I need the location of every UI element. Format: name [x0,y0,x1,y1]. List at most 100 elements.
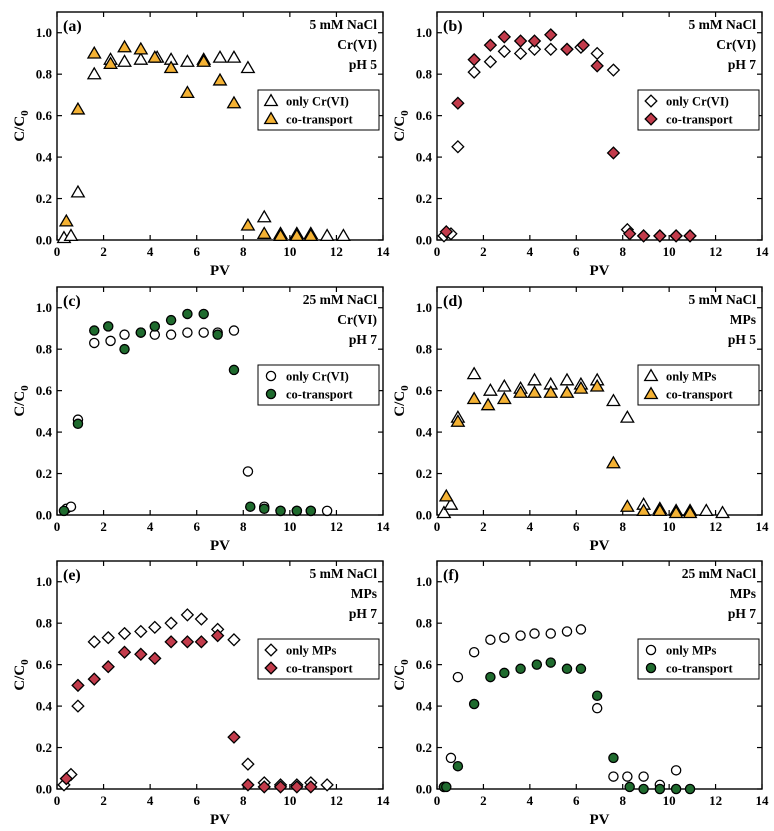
data-point [638,783,649,795]
y-axis-label: C/C0 [392,659,411,691]
x-tick-label: 4 [147,793,154,808]
data-point [242,466,254,477]
data-point [499,632,510,643]
data-point [164,635,178,649]
series-2 [58,39,319,242]
x-tick-label: 10 [283,519,296,534]
data-point [149,321,161,332]
legend-label: co-transport [286,113,353,127]
data-point [590,59,604,73]
legend-label: co-transport [286,388,353,402]
x-axis-label: PV [590,538,610,554]
data-point [134,624,148,639]
condition-label: MPs [351,586,377,601]
y-tick-label: 0.0 [416,508,432,523]
condition-label: pH 7 [728,606,756,621]
data-point [485,634,496,646]
data-point [485,671,496,683]
legend: only MPs co-transport [637,364,760,406]
legend-box [257,638,380,680]
data-point [497,30,512,44]
data-point [527,34,542,48]
data-point [497,44,512,59]
y-tick-label: 0.6 [416,657,433,672]
y-tick-label: 0.6 [36,657,53,672]
data-point [86,66,102,80]
y-tick-label: 1.0 [36,300,52,315]
data-point [575,663,587,675]
legend-label: only Cr(VI) [666,95,729,109]
data-point [545,657,557,668]
legend: only MPs co-transport [257,638,380,680]
x-tick-label: 0 [54,793,61,808]
data-point [335,228,351,242]
x-tick-label: 12 [330,244,343,259]
y-axis-label-subscript: 0 [19,110,31,116]
x-axis-label: PV [210,263,230,279]
y-tick-label: 0.6 [416,108,433,123]
data-point [303,228,319,242]
data-point [513,46,528,61]
y-tick-label: 0.0 [416,782,432,797]
data-point [240,217,256,231]
y-tick-label: 0.6 [36,108,53,123]
data-point [589,378,605,392]
data-point [194,612,209,626]
y-tick-label: 0.0 [416,233,432,248]
x-tick-label: 2 [480,244,487,259]
data-point [483,55,498,69]
legend-box [637,364,760,406]
y-tick-label: 0.4 [36,699,53,714]
data-point [241,778,255,792]
legend-box [257,89,380,131]
data-point [576,38,590,52]
y-tick-label: 0.6 [36,383,53,398]
data-point [165,314,177,326]
legend: only MPs co-transport [637,638,760,680]
y-tick-label: 0.2 [416,191,432,206]
x-tick-label: 6 [193,793,200,808]
x-tick-label: 10 [283,793,296,808]
data-point [256,209,272,223]
y-tick-label: 1.0 [416,25,432,40]
data-point [591,690,603,701]
legend-marker [265,388,277,400]
y-axis-label: C/C0 [12,385,31,417]
data-point [305,505,317,517]
data-point [148,651,162,666]
data-point [445,752,457,764]
legend-label: co-transport [666,662,733,676]
data-point [575,624,587,635]
data-point [622,227,637,241]
x-tick-label: 12 [709,244,722,259]
y-tick-label: 0.8 [36,67,53,82]
y-axis-label: C/C0 [392,110,411,142]
x-tick-label: 6 [573,793,580,808]
data-point [624,781,635,793]
chart-panel-3: 0 2 4 6 8 10 12 14 0.0 0.2 0.4 0.6 0.8 1.0 PV C/C0 (c) 25… [12,286,390,554]
data-point [180,635,195,649]
x-tick-label: 12 [330,793,343,808]
data-point [117,626,132,641]
y-axis-label-subscript: 0 [399,385,411,391]
data-point [670,783,682,795]
data-point [256,226,272,239]
data-point [480,397,496,411]
data-point [638,771,649,782]
data-point [451,96,465,110]
data-point [483,38,498,52]
legend-marker [644,94,658,108]
data-point [72,418,84,430]
legend-marker [263,93,279,107]
legend-label: only Cr(VI) [286,370,349,384]
condition-label: Cr(VI) [337,312,377,327]
data-point [258,503,270,515]
data-point [117,645,132,659]
data-point [606,63,621,77]
data-point [273,780,288,794]
series-2 [438,657,696,795]
y-tick-label: 1.0 [416,300,432,315]
x-tick-label: 4 [527,519,534,534]
data-point [654,783,666,795]
x-tick-label: 10 [283,244,296,259]
